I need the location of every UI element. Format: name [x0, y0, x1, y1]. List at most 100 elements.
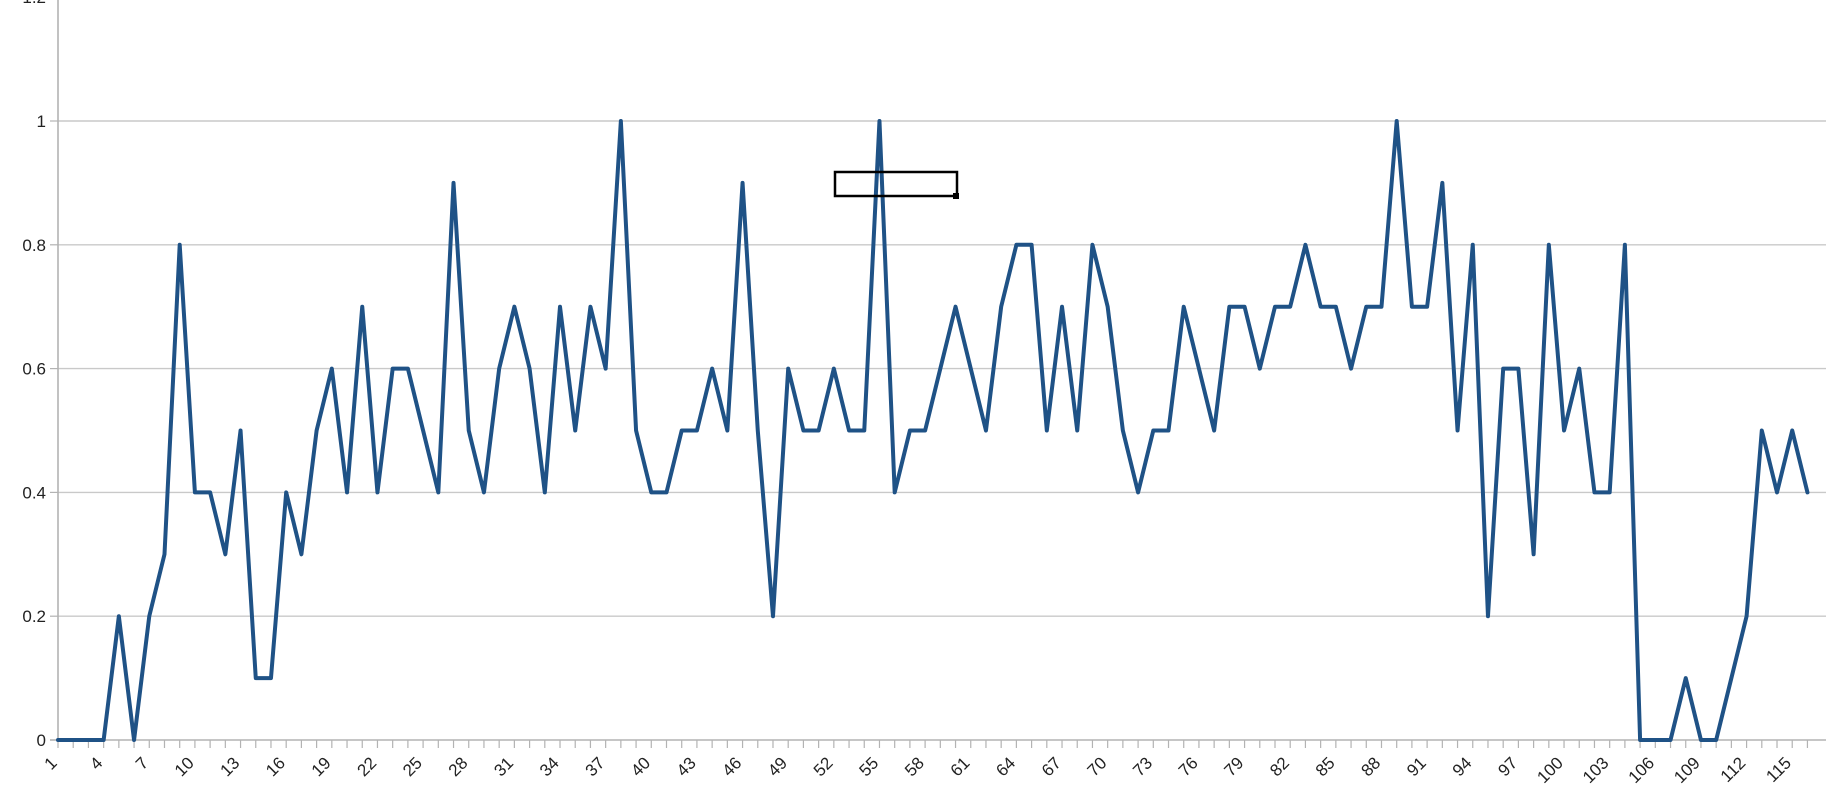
data-point [1334, 305, 1338, 309]
x-tick-label: 97 [1494, 753, 1521, 780]
x-tick-label: 67 [1038, 753, 1065, 780]
data-point [1410, 305, 1414, 309]
x-tick-label: 76 [1175, 753, 1202, 780]
data-point [908, 429, 912, 433]
x-tick-label: 7 [132, 753, 152, 773]
data-point [588, 305, 592, 309]
data-point [269, 676, 273, 680]
data-point [1440, 181, 1444, 185]
data-point [1273, 305, 1277, 309]
x-tick-label: 4 [86, 753, 106, 773]
selection-box[interactable] [833, 170, 959, 199]
data-point [360, 305, 364, 309]
data-point [1714, 738, 1718, 742]
data-point [1121, 429, 1125, 433]
y-tick-label: 0 [37, 731, 46, 750]
data-point [1532, 552, 1536, 556]
selected-text-box-frame[interactable] [833, 170, 959, 198]
data-point [1212, 429, 1216, 433]
resize-handle[interactable] [953, 193, 959, 199]
x-tick-label: 43 [673, 753, 700, 780]
data-point [756, 429, 760, 433]
x-tick-label: 31 [490, 753, 517, 780]
data-point [1805, 490, 1809, 494]
y-tick-label: 0.8 [22, 236, 46, 255]
data-point [1075, 429, 1079, 433]
data-point [1684, 676, 1688, 680]
data-point [497, 367, 501, 371]
data-point [741, 181, 745, 185]
x-tick-label: 13 [217, 753, 244, 780]
data-point [877, 119, 881, 123]
data-point [512, 305, 516, 309]
y-tick-label: 0.4 [22, 483, 46, 502]
data-point [1379, 305, 1383, 309]
gridlines [58, 120, 1826, 617]
x-tick-label: 70 [1084, 753, 1111, 780]
data-point [1471, 243, 1475, 247]
data-point [1182, 305, 1186, 309]
data-point [193, 490, 197, 494]
data-point [315, 429, 319, 433]
x-tick-label: 115 [1762, 753, 1795, 786]
x-tick-label: 103 [1579, 753, 1612, 786]
series-line [56, 119, 1810, 742]
data-point [56, 738, 60, 742]
data-point [1258, 367, 1262, 371]
data-point [452, 181, 456, 185]
data-point [558, 305, 562, 309]
data-point [1425, 305, 1429, 309]
data-point [1151, 429, 1155, 433]
data-point [1547, 243, 1551, 247]
data-point [178, 243, 182, 247]
data-point [649, 490, 653, 494]
x-tick-label: 10 [171, 753, 198, 780]
data-point [1592, 490, 1596, 494]
data-point [771, 614, 775, 618]
data-point [1699, 738, 1703, 742]
data-point [1319, 305, 1323, 309]
data-point [1030, 243, 1034, 247]
data-point [223, 552, 227, 556]
data-point [634, 429, 638, 433]
data-point [254, 676, 258, 680]
x-tick-label: 34 [536, 753, 563, 780]
data-point [786, 367, 790, 371]
x-tick-label: 61 [947, 753, 974, 780]
data-point [1669, 738, 1673, 742]
data-point [619, 119, 623, 123]
x-tick-label: 73 [1129, 753, 1156, 780]
data-point [1288, 305, 1292, 309]
data-point [710, 367, 714, 371]
data-point [1562, 429, 1566, 433]
data-point [86, 738, 90, 742]
x-tick-label: 40 [627, 753, 654, 780]
data-point [695, 429, 699, 433]
data-point [330, 367, 334, 371]
data-point [938, 367, 942, 371]
x-tick-label: 106 [1625, 753, 1658, 786]
x-tick-labels: 1 4 7 10 13 16 19 22 25 28 31 34 37 40 43 46 49 52 55 58 61 6… [41, 753, 1795, 786]
data-point [421, 429, 425, 433]
x-tick-label: 1 [41, 753, 61, 773]
x-tick-label: 91 [1403, 753, 1430, 780]
data-point [1243, 305, 1247, 309]
data-point [862, 429, 866, 433]
x-tick-label: 58 [901, 753, 928, 780]
data-point [1060, 305, 1064, 309]
data-point [801, 429, 805, 433]
data-point [969, 367, 973, 371]
data-point [725, 429, 729, 433]
data-point [132, 738, 136, 742]
x-tick-label: 112 [1717, 753, 1750, 786]
x-tick-label: 88 [1358, 753, 1385, 780]
x-tick-label: 94 [1449, 753, 1476, 780]
x-tick-label: 64 [992, 753, 1019, 780]
data-point [832, 367, 836, 371]
data-point [604, 367, 608, 371]
x-tick-label: 28 [445, 753, 472, 780]
data-point [102, 738, 106, 742]
data-point [680, 429, 684, 433]
y-tick-label: 0.2 [22, 607, 46, 626]
